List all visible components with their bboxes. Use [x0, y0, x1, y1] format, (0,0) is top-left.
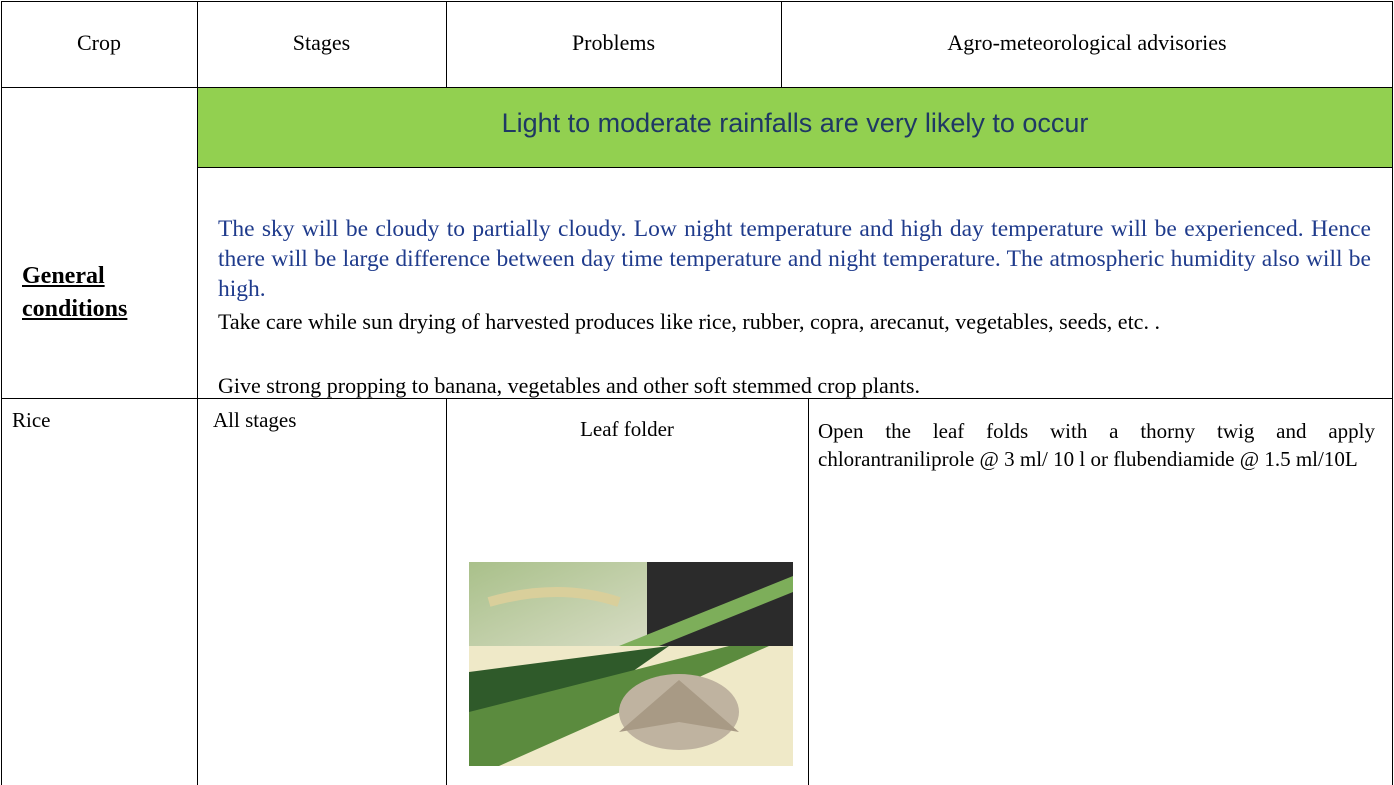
border — [1, 87, 1393, 88]
table: Crop Stages Problems Agro-meteorological… — [0, 0, 1394, 785]
pest-image — [469, 562, 793, 766]
forecast: The sky will be cloudy to partially clou… — [218, 214, 1371, 304]
advisory: Give strong propping to banana, vegetabl… — [218, 371, 1371, 401]
border — [1, 1, 1393, 2]
general-label: General conditions — [22, 260, 182, 326]
advisory: Take care while sun drying of harvested … — [218, 307, 1371, 337]
page: {"header":{"columns":["Crop","Stages","P… — [0, 0, 1394, 785]
header-cell: Problems — [446, 30, 781, 56]
problem: Leaf folder — [446, 417, 808, 442]
header-cell: Stages — [197, 30, 446, 56]
border — [197, 167, 1393, 168]
border — [1392, 1, 1393, 785]
headline: Light to moderate rainfalls are very lik… — [198, 108, 1392, 139]
crop: Rice — [12, 408, 50, 433]
rice-advisory: Open the leaf folds with a thorny twig a… — [818, 417, 1375, 473]
border — [1, 1, 2, 785]
border — [446, 398, 447, 785]
border — [808, 398, 809, 785]
stage: All stages — [213, 408, 296, 433]
header-cell: Crop — [1, 30, 197, 56]
header-cell: Agro-meteorological advisories — [781, 30, 1393, 56]
